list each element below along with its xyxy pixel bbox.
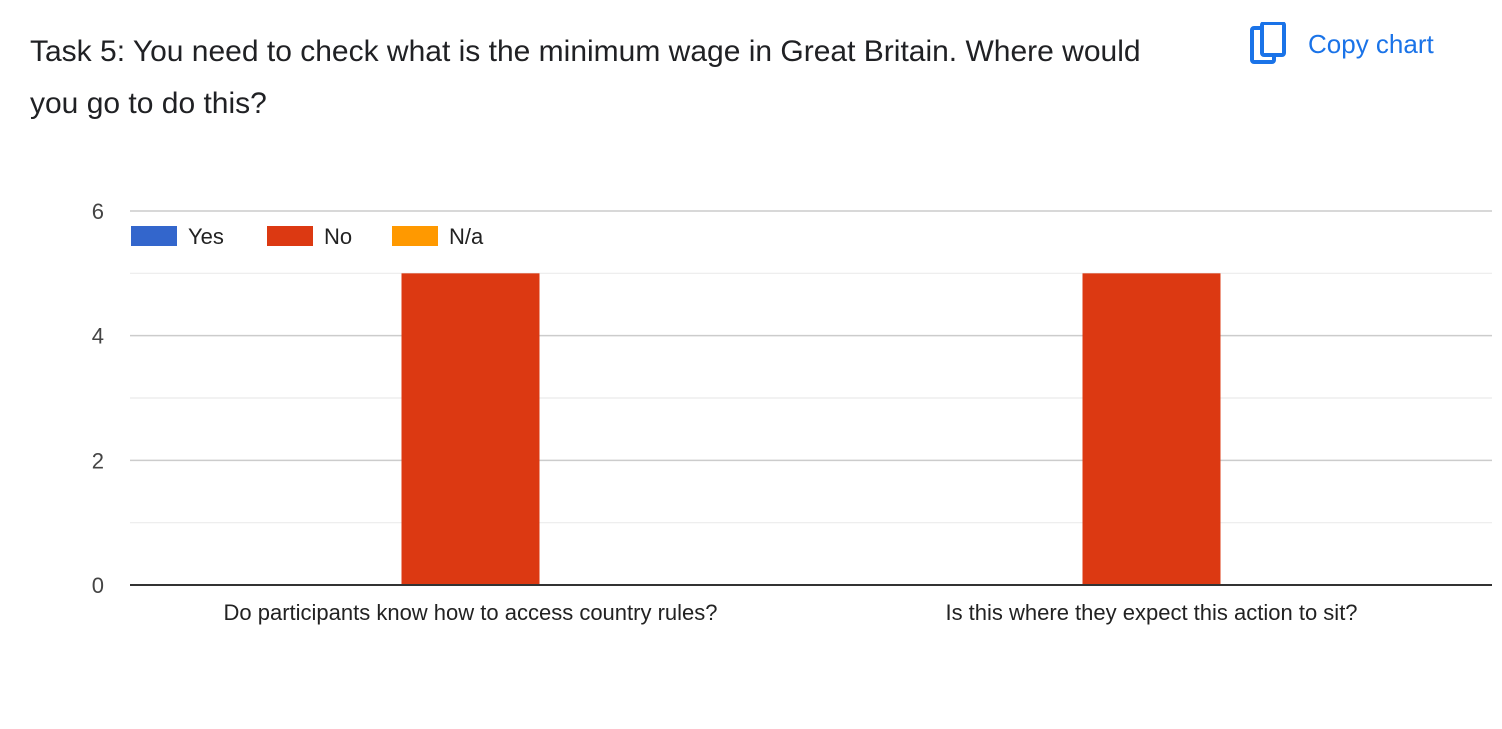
y-tick-label: 2: [92, 448, 104, 473]
legend-swatch: [131, 226, 177, 246]
y-axis-labels: 0 2 4 6: [92, 199, 104, 598]
legend-label: N/a: [449, 224, 484, 249]
legend-label: No: [324, 224, 352, 249]
copy-icon: [1250, 22, 1286, 64]
y-tick-label: 0: [92, 573, 104, 598]
copy-chart-button[interactable]: Copy chart: [1250, 20, 1434, 68]
y-tick-label: 4: [92, 324, 104, 349]
legend-item-no[interactable]: No: [267, 224, 352, 249]
legend-item-n-a[interactable]: N/a: [392, 224, 484, 249]
x-category-label: Do participants know how to access count…: [223, 600, 717, 625]
bar-no-0[interactable]: [401, 273, 540, 585]
gridlines: [130, 210, 1492, 524]
bar-no-1[interactable]: [1082, 273, 1221, 585]
legend-label: Yes: [188, 224, 224, 249]
bars: [401, 273, 1221, 585]
chart-title: Task 5: You need to check what is the mi…: [30, 35, 1141, 120]
x-category-label: Is this where they expect this action to…: [945, 600, 1357, 625]
legend-item-yes[interactable]: Yes: [131, 224, 224, 249]
copy-chart-label: Copy chart: [1308, 28, 1434, 59]
legend: Yes No N/a: [131, 224, 484, 249]
legend-swatch: [267, 226, 313, 246]
y-tick-label: 6: [92, 199, 104, 224]
legend-swatch: [392, 226, 438, 246]
x-axis-labels: Do participants know how to access count…: [223, 600, 1357, 625]
